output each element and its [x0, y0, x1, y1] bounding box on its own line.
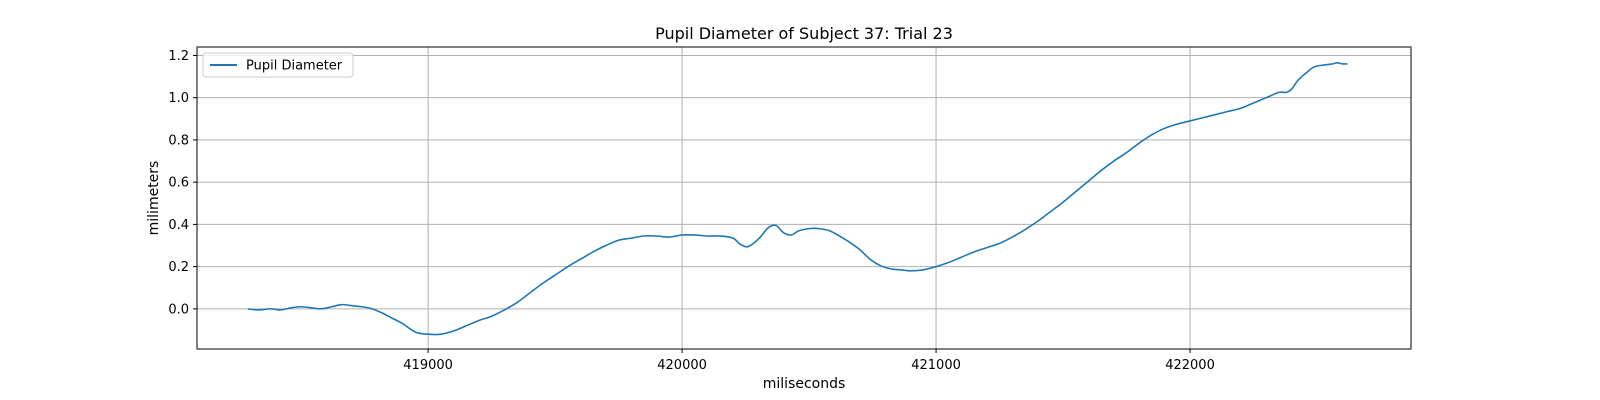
y-tick-label: 0.2 [168, 260, 189, 275]
legend-label-pupil-diameter: Pupil Diameter [246, 59, 343, 74]
x-axis-label: miliseconds [763, 376, 846, 392]
grid [197, 47, 1411, 349]
y-tick-label: 0.8 [168, 133, 189, 148]
x-tick-label: 421000 [911, 358, 961, 373]
plot-frame [196, 46, 1412, 350]
chart-title: Pupil Diameter of Subject 37: Trial 23 [655, 24, 953, 43]
x-axis: 419000 420000 421000 422000 [403, 349, 1215, 373]
y-tick-label: 0.6 [168, 176, 189, 191]
y-tick-label: 0.4 [168, 218, 189, 233]
y-tick-label: 0.0 [168, 302, 189, 317]
y-axis: 0.0 0.2 0.4 0.6 0.8 1.0 1.2 [168, 49, 197, 317]
x-tick-label: 420000 [657, 358, 707, 373]
series-line-pupil-diameter [247, 62, 1348, 336]
series-layer [247, 62, 1348, 336]
y-tick-label: 1.0 [168, 91, 189, 106]
legend: Pupil Diameter [202, 52, 354, 78]
legend-box [202, 52, 354, 78]
y-tick-label: 1.2 [168, 49, 189, 64]
y-axis-label: milimeters [146, 161, 162, 236]
x-tick-label: 419000 [403, 358, 453, 373]
x-tick-label: 422000 [1165, 358, 1215, 373]
